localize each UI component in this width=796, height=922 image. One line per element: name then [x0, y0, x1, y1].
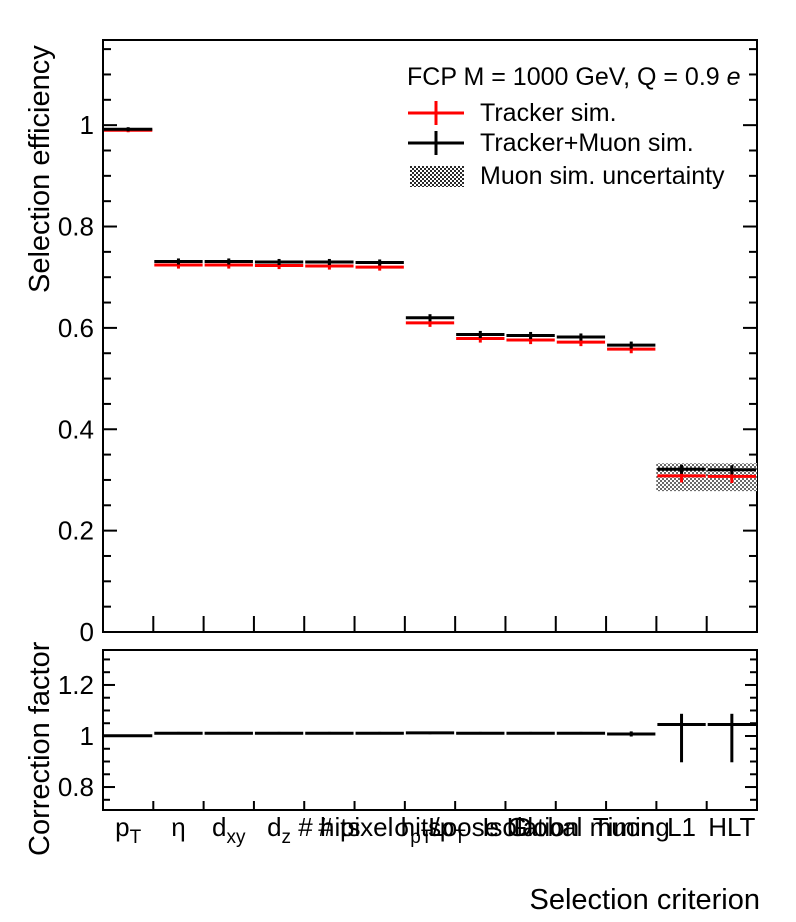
- bin-label: Loose ID: [428, 812, 532, 842]
- y-tick-label: 1.2: [58, 670, 94, 700]
- y-tick-label: 1: [80, 110, 94, 140]
- bin-label: Timing: [593, 812, 670, 842]
- correction-panel: 0.8 1 1.2: [58, 649, 758, 811]
- legend-item-tracker-muon-sim: Tracker+Muon sim.: [480, 129, 694, 157]
- correction-series: [104, 713, 756, 763]
- bin-label: dxy: [212, 812, 246, 848]
- tracker-muon-sim-series: [104, 127, 756, 475]
- y-tick-label: 0.6: [58, 313, 94, 343]
- bin-label: σpT/pT: [394, 812, 466, 848]
- legend-header-text: FCP M = 1000 GeV, Q = 0.9: [407, 63, 727, 91]
- y-tick-label: 0.8: [58, 772, 94, 802]
- bin-label: pT: [115, 812, 141, 848]
- tracker-sim-legend-marker: [408, 101, 464, 125]
- tracker-muon-sim-legend-marker: [408, 131, 464, 155]
- legend-header-charge-symbol: e: [726, 63, 741, 91]
- y-tick-label: 0.2: [58, 516, 94, 546]
- bin-label: Isolation: [482, 812, 579, 842]
- y-tick-label: 0.8: [58, 212, 94, 242]
- x-axis-title: Selection criterion: [530, 884, 761, 916]
- bin-label: η: [171, 812, 185, 842]
- bin-label: # hits: [298, 812, 360, 842]
- bin-label: L1: [667, 812, 696, 842]
- legend-item-muon-uncertainty: Muon sim. uncertainty: [480, 162, 725, 190]
- bin-label: Global muon: [507, 812, 654, 842]
- legend-item-tracker-sim: Tracker sim.: [480, 99, 617, 127]
- legend-header: FCP M = 1000 GeV, Q = 0.9 e: [407, 63, 741, 92]
- muon-uncertainty-legend-swatch: [410, 166, 464, 187]
- correction-y-axis-title: Correction factor: [24, 641, 56, 856]
- y-tick-label: 0: [80, 617, 94, 647]
- y-tick-label: 0.4: [58, 414, 94, 444]
- bin-label: # pixel hits: [318, 812, 441, 842]
- y-tick-label: 1: [80, 721, 94, 751]
- bin-label: HLT: [708, 812, 755, 842]
- bin-label: dz: [267, 812, 291, 848]
- efficiency-y-axis-title: Selection efficiency: [24, 45, 56, 293]
